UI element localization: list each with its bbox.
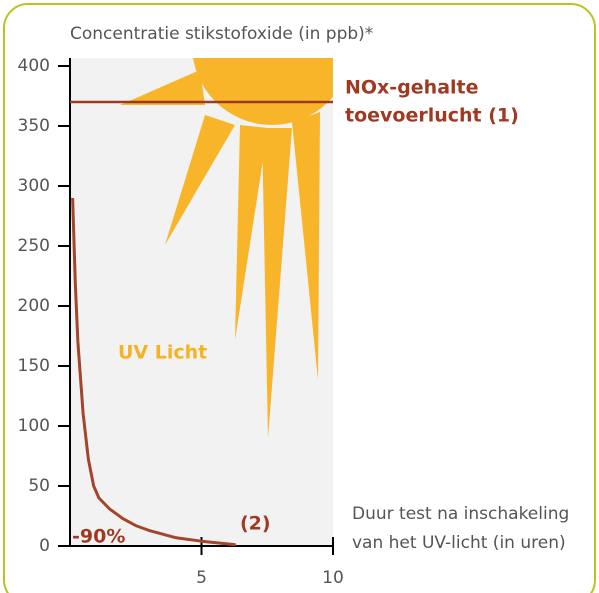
y-tick-label: 300 <box>18 176 50 196</box>
annotation: UV Licht <box>118 342 207 364</box>
reference-label: NOx-gehalte <box>345 77 479 99</box>
annotation: (2) <box>240 513 271 535</box>
y-tick-label: 150 <box>18 356 50 376</box>
x-tick-label: 5 <box>196 568 207 588</box>
y-tick-label: 250 <box>18 236 50 256</box>
y-tick-label: 350 <box>18 116 50 136</box>
chart: Concentratie stikstofoxide (in ppb)* Duu… <box>0 0 599 593</box>
y-tick-label: 200 <box>18 296 50 316</box>
y-tick-label: 50 <box>28 476 50 496</box>
reference-label: toevoerlucht (1) <box>345 105 519 127</box>
x-axis-title: van het UV-licht (in uren) <box>352 533 566 553</box>
y-tick-label: 0 <box>39 536 50 556</box>
y-tick-label: 100 <box>18 416 50 436</box>
x-axis-title: Duur test na inschakeling <box>352 504 569 524</box>
annotation: -90% <box>72 526 125 548</box>
y-axis-title: Concentratie stikstofoxide (in ppb)* <box>70 24 373 44</box>
x-tick-label: 10 <box>322 568 344 588</box>
y-tick-label: 400 <box>18 56 50 76</box>
